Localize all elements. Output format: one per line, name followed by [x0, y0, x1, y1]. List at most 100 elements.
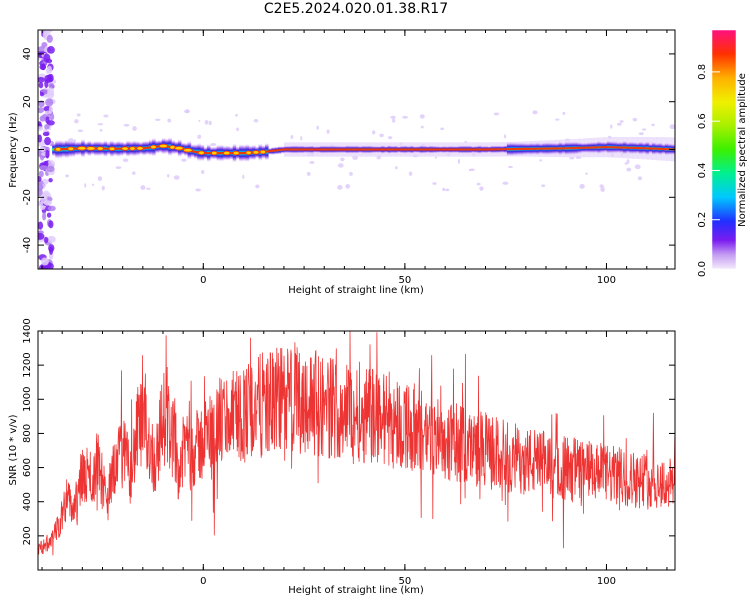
noise-speckle [309, 161, 315, 164]
noise-speckle [539, 159, 543, 162]
colorbar-gradient [712, 30, 736, 269]
noise-speckle [97, 123, 104, 126]
noise-speckle [637, 176, 643, 181]
noise-speckle [326, 129, 330, 134]
noise-speckle [626, 167, 632, 172]
noise-speckle [617, 122, 622, 126]
noise-speckle [408, 171, 413, 176]
noise-speckle [39, 205, 46, 210]
noise-speckle [45, 98, 54, 107]
spectral-hotspot [108, 146, 116, 151]
colorbar-tick-label: 0.8 [697, 64, 708, 80]
spectral-band-cell [52, 142, 56, 157]
noise-speckle [619, 120, 624, 123]
noise-speckle [198, 119, 201, 123]
noise-speckle [38, 176, 42, 182]
spectrogram-ytick-label: 40 [22, 48, 33, 61]
noise-speckle [632, 117, 638, 122]
noise-speckle [123, 123, 130, 127]
noise-speckle [242, 174, 245, 179]
noise-speckle [337, 163, 344, 168]
noise-speckle [255, 184, 260, 189]
noise-speckle [42, 131, 50, 137]
noise-speckle [197, 134, 202, 139]
spectrogram-xlabel: Height of straight line (km) [288, 285, 424, 296]
noise-speckle [39, 64, 47, 70]
noise-speckle [167, 118, 172, 123]
noise-speckle [76, 113, 81, 117]
noise-speckle [349, 171, 353, 176]
noise-speckle [502, 181, 509, 185]
spectral-hotspot [245, 150, 252, 155]
noise-speckle [91, 183, 95, 186]
noise-speckle [337, 185, 343, 190]
noise-speckle [432, 182, 437, 185]
noise-speckle [445, 188, 450, 192]
noise-speckle [43, 30, 49, 36]
colorbar-ticks: 0.0 0.2 0.4 0.6 0.8 [697, 29, 737, 277]
spectral-hotspot [121, 146, 129, 151]
noise-speckle [253, 118, 259, 123]
noise-speckle [47, 263, 54, 269]
chart-title: C2E5.2024.020.01.38.R17 [263, 1, 449, 17]
noise-speckle [503, 134, 507, 139]
noise-speckle [74, 119, 79, 124]
colorbar-tick-label: 0.6 [697, 113, 708, 129]
noise-speckle [235, 113, 238, 117]
noise-speckle [115, 166, 122, 169]
noise-speckle [38, 126, 44, 131]
spectral-hotspot [252, 150, 260, 155]
noise-speckle [624, 162, 628, 165]
noise-speckle [38, 183, 44, 191]
noise-speckle [140, 185, 146, 190]
spectral-hotspot [76, 146, 87, 151]
noise-speckle [599, 184, 604, 188]
noise-speckle [38, 221, 44, 230]
noise-speckle [38, 134, 43, 143]
noise-speckle [457, 158, 461, 164]
spectral-hotspot [222, 150, 231, 156]
colorbar-tick-label: 0.0 [697, 261, 708, 277]
noise-speckle [236, 127, 240, 132]
noise-speckle [600, 187, 605, 192]
noise-speckle [43, 53, 51, 63]
noise-speckle [442, 187, 446, 192]
noise-speckle [402, 115, 408, 119]
snr-ytick-label: 600 [22, 458, 33, 477]
snr-xtick-label: 0 [200, 576, 206, 587]
noise-speckle [146, 187, 151, 190]
noise-speckle [46, 120, 55, 126]
noise-speckle [579, 183, 585, 189]
noise-speckle [45, 68, 50, 74]
spectrogram-panel: 0 50 100 -40 -20 0 20 40 Height of straight lin… [8, 29, 676, 296]
noise-speckle [46, 165, 55, 173]
spectral-hotspot [158, 143, 169, 149]
noise-speckle [43, 200, 53, 206]
spectrogram-xtick-label: 100 [597, 275, 616, 286]
snr-axes: 0 50 100 200 400 600 800 1000 1200 1400 [22, 318, 676, 587]
noise-speckle [555, 118, 560, 121]
noise-speckle [316, 125, 319, 130]
noise-speckle [38, 201, 44, 207]
spectral-hotspot [54, 147, 62, 152]
noise-speckle [48, 177, 53, 183]
noise-speckle [392, 118, 396, 123]
noise-speckle [48, 220, 54, 229]
noise-speckle [208, 120, 212, 126]
noise-speckle [44, 136, 51, 146]
snr-ytick-label: 1400 [22, 318, 33, 343]
noise-speckle [300, 136, 303, 141]
spectral-hotspot [183, 148, 193, 153]
spectral-hotspot [259, 149, 266, 155]
noise-speckle [186, 109, 189, 114]
snr-series-line [38, 331, 675, 556]
spectrogram-ytick-label: -40 [22, 237, 33, 253]
noise-speckle [508, 165, 513, 169]
noise-speckle [390, 115, 396, 119]
noise-speckle [38, 107, 44, 114]
snr-xlabel: Height of straight line (km) [288, 585, 424, 596]
noise-speckle [569, 156, 575, 160]
noise-speckle [43, 236, 49, 244]
noise-speckle [469, 168, 475, 172]
